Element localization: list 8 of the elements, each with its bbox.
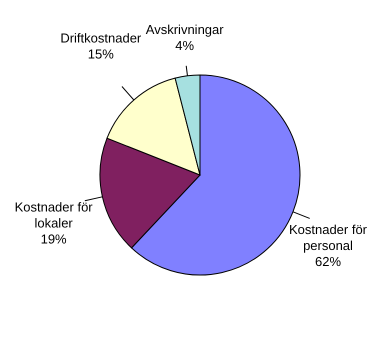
data-label: 4%	[175, 38, 195, 53]
slice-label: Driftkostnader	[60, 30, 142, 46]
slice-label: Avskrivningar	[146, 22, 224, 37]
data-label: 62%	[314, 254, 342, 270]
data-label: 15%	[88, 46, 114, 62]
slice-label: Kostnader för lokaler	[14, 200, 94, 231]
slice-label: Kostnader för personal	[288, 222, 368, 254]
data-label: 19%	[40, 232, 68, 247]
